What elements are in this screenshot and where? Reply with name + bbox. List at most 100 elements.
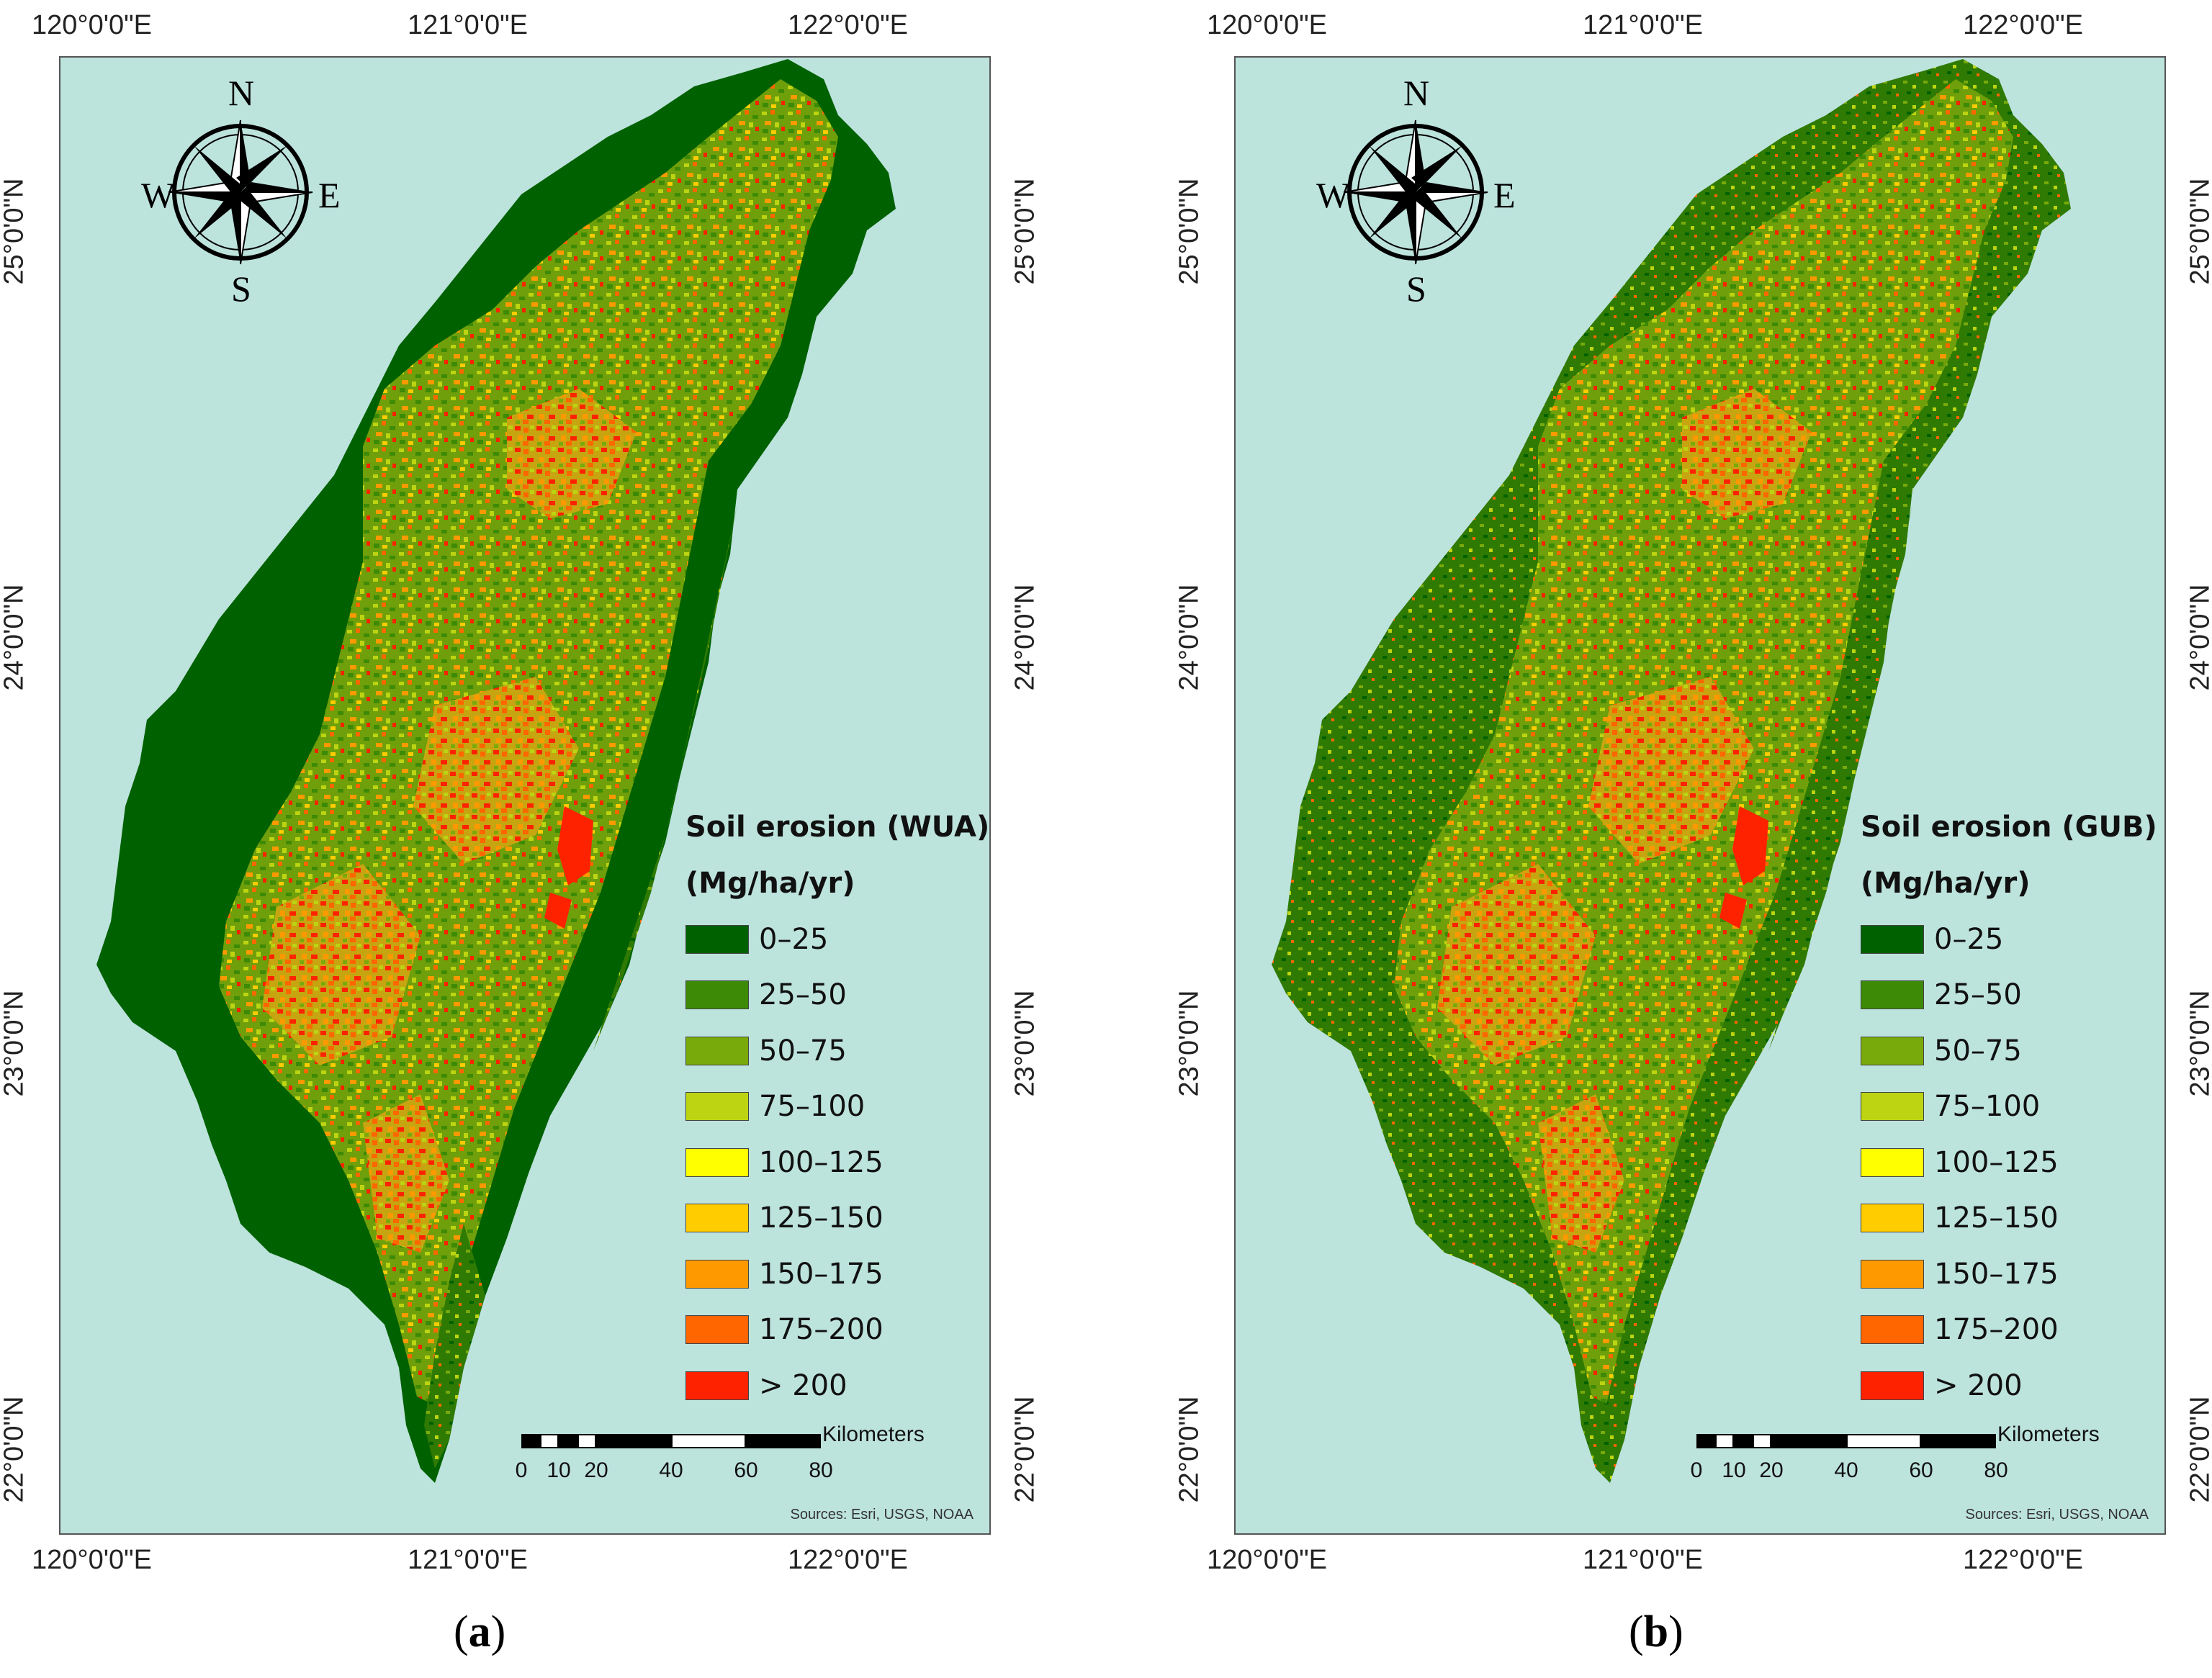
legend-label: 0–25 — [759, 922, 829, 956]
scale-tick-label: 10 — [1722, 1458, 1746, 1482]
legend-swatch — [685, 1371, 749, 1400]
legend-label: 100–125 — [759, 1145, 884, 1179]
legend-item: 150–175 — [1861, 1246, 2163, 1302]
compass-w: W — [141, 175, 176, 215]
legend-label: 0–25 — [1934, 922, 2004, 956]
scale-segment — [540, 1434, 559, 1448]
scale-segment — [596, 1434, 671, 1448]
scale-tick-label: 0 — [515, 1458, 528, 1482]
legend-swatch — [1861, 1371, 1924, 1400]
scale-segment — [1715, 1434, 1734, 1448]
lat-label-left-25: 25°0'0"N — [1174, 178, 1205, 285]
lat-label-right-25: 25°0'0"N — [1010, 178, 1040, 285]
legend-swatch — [685, 1036, 749, 1065]
legend-swatch — [1861, 1147, 1924, 1177]
lat-label-right-25: 25°0'0"N — [2185, 178, 2212, 285]
lon-label-top-120: 120°0'0"E — [32, 10, 152, 40]
map-frame: N S W E Soil erosion (GUB) (Mg/ha/yr) 0–… — [1234, 56, 2166, 1535]
lat-label-right-23: 23°0'0"N — [1010, 990, 1040, 1097]
legend-item: 100–125 — [1861, 1135, 2163, 1191]
lat-label-right-22: 22°0'0"N — [1010, 1396, 1040, 1503]
lat-label-left-23: 23°0'0"N — [0, 990, 30, 1097]
legend-item: 25–50 — [685, 967, 988, 1024]
legend-item: > 200 — [685, 1358, 988, 1414]
scale-tick-label: 60 — [734, 1458, 758, 1482]
lon-label-top-121: 121°0'0"E — [1583, 10, 1703, 40]
legend-label: > 200 — [759, 1368, 848, 1402]
scale-tick-label: 80 — [809, 1458, 833, 1482]
scale-tick-label: 40 — [659, 1458, 683, 1482]
scale-tick-label: 20 — [1759, 1458, 1784, 1482]
lat-label-left-25: 25°0'0"N — [0, 178, 30, 285]
taiwan-erosion-raster — [1272, 59, 2071, 1483]
lon-label-top-121: 121°0'0"E — [408, 10, 528, 40]
legend-item: 125–150 — [1861, 1191, 2163, 1247]
legend-label: 100–125 — [1934, 1145, 2059, 1179]
compass-n: N — [228, 73, 255, 113]
legend-item: 50–75 — [1861, 1023, 2163, 1079]
lat-label-left-22: 22°0'0"N — [1174, 1396, 1205, 1503]
scale-tick-label: 40 — [1834, 1458, 1858, 1482]
legend-item: 25–50 — [1861, 967, 2163, 1024]
legend-label: 25–50 — [759, 978, 847, 1012]
scale-segment — [1846, 1434, 1921, 1448]
legend-label: 125–150 — [759, 1201, 884, 1235]
map-panel-b: 120°0'0"E 121°0'0"E 122°0'0"E 120°0'0"E … — [1174, 0, 2212, 1678]
legend-item: 100–125 — [685, 1135, 988, 1191]
scale-tick-label: 60 — [1909, 1458, 1933, 1482]
legend-label: 175–200 — [759, 1313, 884, 1347]
legend-label: 75–100 — [1934, 1090, 2041, 1124]
map-panel-a: 120°0'0"E 121°0'0"E 122°0'0"E 120°0'0"E … — [0, 10, 1040, 1656]
lat-label-left-24: 24°0'0"N — [1174, 584, 1205, 691]
map-frame: N S W E Soil erosion (WUA) (Mg/ha/yr) 0–… — [59, 56, 991, 1535]
compass-rose-icon — [168, 119, 313, 265]
legend-swatch — [685, 1147, 749, 1177]
compass-e: E — [1493, 175, 1516, 215]
compass-s: S — [231, 269, 251, 309]
taiwan-erosion-raster — [96, 59, 896, 1483]
legend-item: 125–150 — [685, 1191, 988, 1247]
scale-unit: Kilometers — [822, 1422, 925, 1446]
legend-label: 25–50 — [1934, 978, 2022, 1012]
lon-label-bottom-122: 122°0'0"E — [1963, 1545, 2083, 1575]
map-source-credit: Sources: Esri, USGS, NOAA — [1965, 1507, 2149, 1523]
legend-label: > 200 — [1934, 1368, 2023, 1402]
legend-swatch — [1861, 924, 1924, 954]
legend-swatch — [1861, 1092, 1924, 1122]
legend-swatch — [685, 1204, 749, 1233]
scale-segment — [1771, 1434, 1846, 1448]
legend-swatch — [685, 1315, 749, 1345]
legend-item: > 200 — [1861, 1358, 2163, 1414]
scale-tick-label: 80 — [1984, 1458, 2008, 1482]
legend-swatch — [685, 980, 749, 1010]
lat-label-left-22: 22°0'0"N — [0, 1396, 30, 1503]
scale-bar: Kilometers 0 10 20 40 60 80 — [516, 1422, 925, 1499]
legend-swatch — [1861, 1259, 1924, 1289]
lon-label-bottom-120: 120°0'0"E — [32, 1545, 152, 1575]
legend-swatch — [685, 924, 749, 954]
legend-swatch — [1861, 1315, 1924, 1345]
compass-e: E — [318, 175, 341, 215]
legend-title: Soil erosion (WUA) — [685, 811, 990, 844]
legend-item: 75–100 — [1861, 1079, 2163, 1135]
compass-n: N — [1403, 73, 1430, 113]
lat-label-right-24: 24°0'0"N — [2185, 584, 2212, 691]
lon-label-top-120: 120°0'0"E — [1207, 10, 1327, 40]
compass-rose-icon — [1343, 119, 1488, 265]
scale-bar: Kilometers 0 10 20 40 60 80 — [1691, 1422, 2100, 1499]
lon-label-bottom-120: 120°0'0"E — [1207, 1545, 1327, 1575]
legend-label: 175–200 — [1934, 1313, 2059, 1347]
caption-letter: b — [1643, 1607, 1669, 1656]
legend-units: (Mg/ha/yr) — [1861, 867, 2031, 900]
legend: Soil erosion (WUA) (Mg/ha/yr) 0–25 25–50… — [685, 799, 990, 1414]
lon-label-top-122: 122°0'0"E — [788, 10, 908, 40]
lon-label-bottom-121: 121°0'0"E — [1583, 1545, 1703, 1575]
legend-swatch — [1861, 1036, 1924, 1065]
compass-s: S — [1406, 269, 1426, 309]
scale-segment — [1696, 1434, 1715, 1448]
scale-segment — [1734, 1434, 1753, 1448]
legend-swatch — [1861, 1204, 1924, 1233]
legend-label: 50–75 — [759, 1034, 847, 1068]
lon-label-bottom-122: 122°0'0"E — [788, 1545, 908, 1575]
legend-item: 75–100 — [685, 1079, 988, 1135]
